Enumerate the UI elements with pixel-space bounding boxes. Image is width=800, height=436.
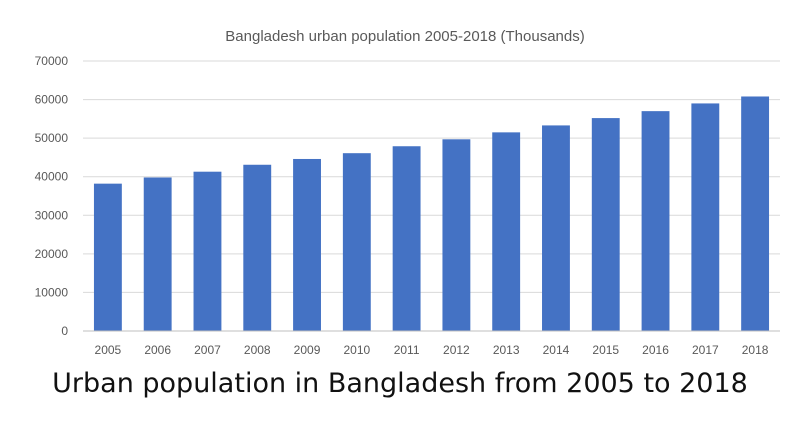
- bar-2015: [591, 118, 620, 331]
- bar-2006: [143, 177, 172, 331]
- bar-chart: Bangladesh urban population 2005-2018 (T…: [35, 28, 780, 357]
- x-tick-label: 2011: [394, 343, 420, 357]
- x-tick-label: 2017: [692, 343, 719, 357]
- bars: [93, 96, 770, 332]
- x-axis-tick-labels: 2005 2006 2007 2008 2009 2010 2011 2012 2013 2014…: [95, 343, 769, 357]
- figure-caption: Urban population in Bangladesh from 2005…: [52, 368, 748, 399]
- x-tick-label: 2005: [95, 343, 122, 357]
- bar-2014: [542, 125, 570, 332]
- x-tick-label: 2007: [194, 343, 221, 357]
- x-tick-label: 2013: [493, 343, 520, 357]
- bar-2012: [442, 139, 471, 331]
- x-tick-label: 2016: [642, 343, 669, 357]
- x-tick-label: 2010: [343, 343, 370, 357]
- bar-2010: [342, 153, 371, 331]
- y-tick-label: 70000: [35, 54, 69, 68]
- bar-2007: [193, 171, 222, 331]
- y-tick-label: 0: [61, 324, 68, 338]
- bar-2016: [641, 111, 670, 332]
- x-tick-label: 2008: [244, 343, 271, 357]
- x-tick-label: 2015: [592, 343, 619, 357]
- x-tick-label: 2012: [443, 343, 470, 357]
- y-axis-tick-labels: 0 10000 20000 30000 40000 50000 60000 70000: [35, 54, 69, 338]
- y-tick-label: 50000: [35, 131, 69, 145]
- x-tick-label: 2018: [742, 343, 769, 357]
- bar-2008: [243, 164, 272, 331]
- y-tick-label: 20000: [35, 247, 69, 261]
- x-tick-label: 2006: [144, 343, 171, 357]
- bar-2017: [691, 103, 720, 331]
- x-tick-label: 2014: [543, 343, 570, 357]
- y-tick-label: 40000: [35, 170, 69, 184]
- y-tick-label: 10000: [35, 285, 69, 299]
- gridlines: [83, 60, 780, 293]
- y-tick-label: 60000: [35, 93, 69, 107]
- bar-2018: [741, 96, 770, 331]
- chart-title: Bangladesh urban population 2005-2018 (T…: [225, 28, 584, 45]
- y-tick-label: 30000: [35, 208, 69, 222]
- bar-2009: [293, 158, 321, 331]
- bar-2013: [492, 132, 521, 331]
- bar-2011: [392, 146, 421, 331]
- x-tick-label: 2009: [294, 343, 321, 357]
- bar-2005: [93, 183, 122, 331]
